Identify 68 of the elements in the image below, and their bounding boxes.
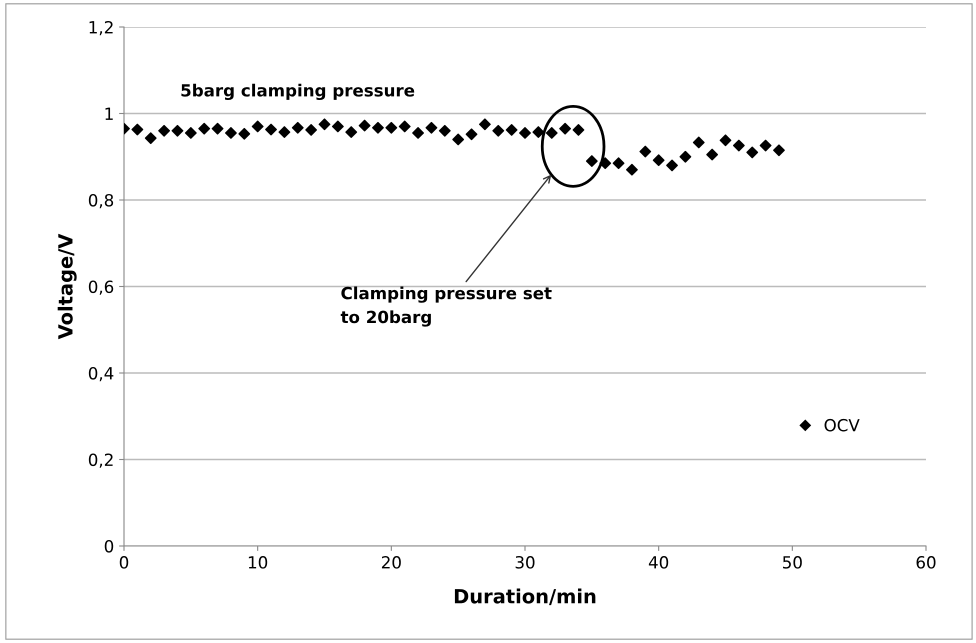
point [746, 146, 758, 158]
point [599, 157, 612, 170]
point [305, 124, 318, 136]
y-tick-label: 0 [104, 540, 114, 553]
point [452, 134, 464, 146]
point [519, 127, 531, 139]
point [559, 122, 571, 135]
point [572, 124, 584, 136]
point [332, 120, 344, 132]
y-tick-label: 0,4 [88, 366, 114, 382]
point [666, 160, 678, 172]
x-tick-label: 20 [382, 556, 401, 569]
point [426, 122, 438, 134]
point [732, 140, 745, 152]
point [372, 122, 384, 134]
point [292, 122, 304, 134]
point [438, 124, 451, 137]
point [586, 155, 598, 167]
x-tick-label: 60 [916, 556, 936, 569]
point [492, 124, 504, 137]
y-tick-label: 0,6 [88, 280, 114, 295]
legend-label: OCV [824, 418, 860, 432]
point [532, 126, 544, 138]
point [278, 126, 290, 138]
point [773, 144, 785, 156]
point [131, 124, 144, 136]
point [212, 122, 224, 135]
point [238, 128, 250, 140]
point [639, 146, 652, 158]
point [506, 124, 518, 136]
point [692, 136, 705, 148]
x-tick-label: 0 [120, 556, 128, 569]
point [265, 124, 277, 136]
y-tick-label: 1,2 [90, 20, 113, 36]
annotation: Clamping pressure set to 20barg [340, 286, 552, 327]
point [158, 124, 170, 137]
point [398, 120, 411, 132]
x-tick-label: 10 [248, 556, 268, 569]
point [385, 122, 398, 134]
point [172, 124, 184, 137]
point [612, 157, 624, 170]
point [546, 127, 558, 139]
point [626, 164, 638, 176]
point [680, 150, 692, 163]
annotation: 5barg clamping pressure [181, 84, 414, 100]
point [225, 127, 237, 139]
x-axis-title: Duration/min [454, 588, 596, 606]
y-tick-label: 0,2 [88, 453, 113, 468]
x-tick-label: 30 [516, 556, 534, 569]
point [652, 154, 665, 166]
point [198, 122, 210, 135]
point [760, 140, 772, 152]
point [412, 127, 424, 139]
point [720, 134, 732, 146]
y-axis-title: Voltage/V [58, 234, 77, 340]
point [466, 128, 478, 140]
point [358, 120, 370, 132]
point [479, 118, 491, 130]
point [144, 132, 157, 144]
point [345, 126, 358, 138]
y-tick-label: 0,8 [88, 194, 114, 208]
point [184, 127, 197, 139]
x-tick-label: 50 [783, 556, 802, 569]
point [318, 118, 330, 130]
y-tick-label: 1 [106, 108, 113, 120]
x-tick-label: 40 [648, 556, 668, 569]
point [252, 120, 264, 132]
point [706, 148, 718, 160]
